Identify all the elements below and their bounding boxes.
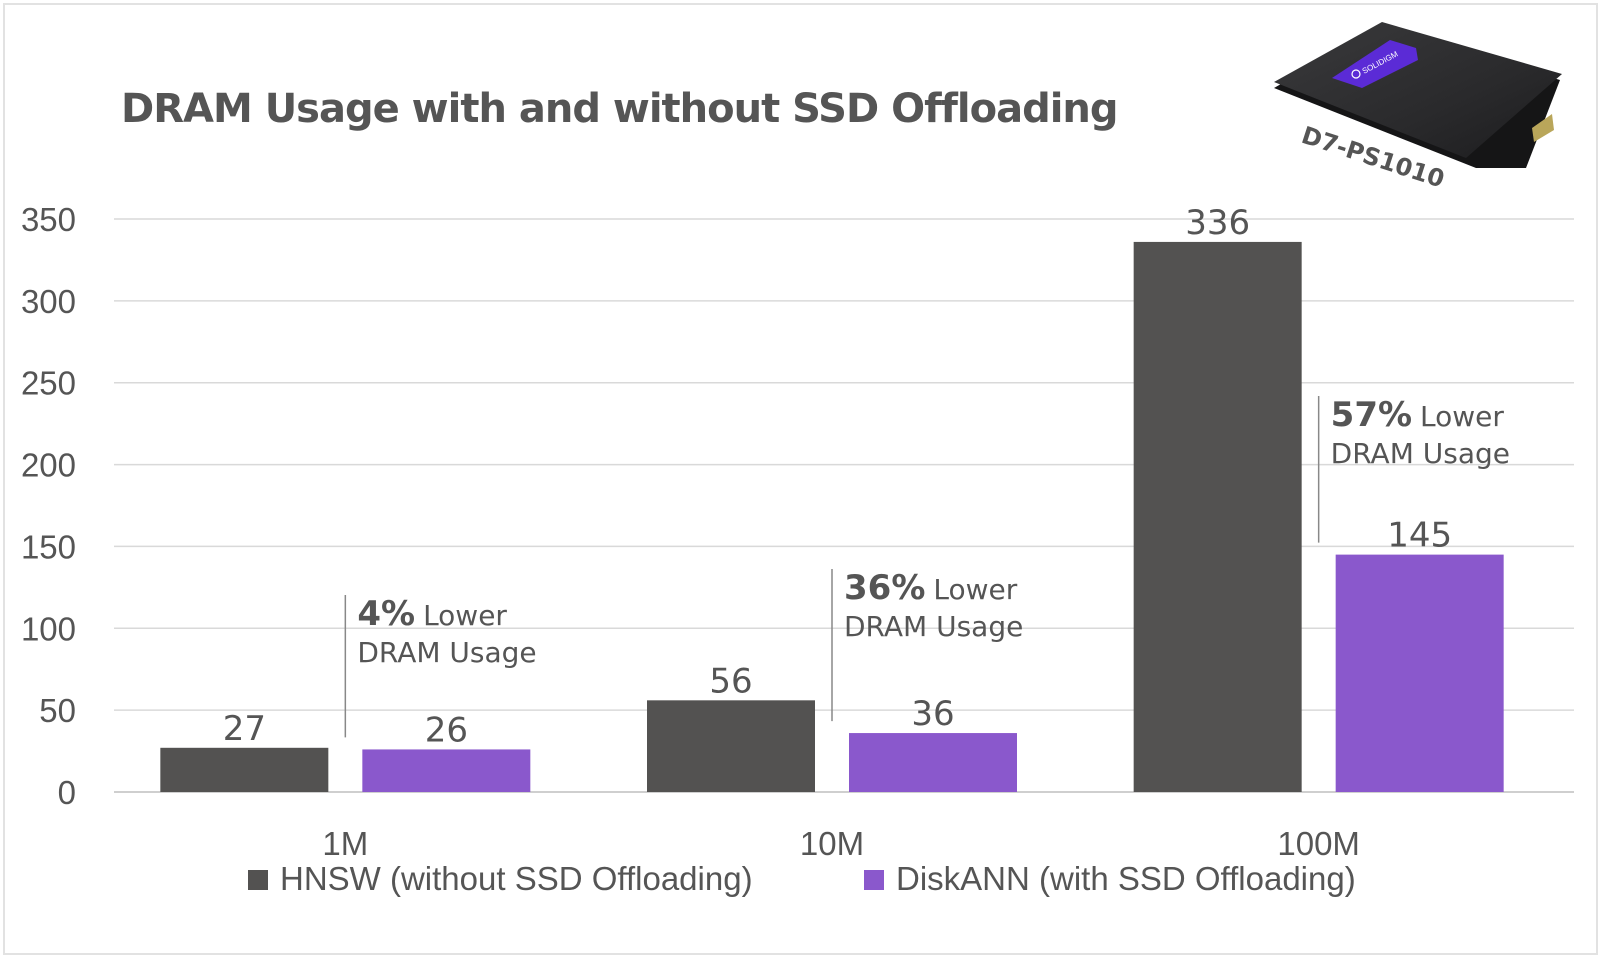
bar-hnsw-10M — [647, 700, 815, 792]
data-label: 336 — [1185, 203, 1250, 243]
bar-hnsw-100M — [1133, 241, 1302, 793]
y-tick-label: 250 — [21, 365, 76, 402]
x-tick-label: 1M — [322, 825, 368, 862]
y-tick-label: 0 — [58, 774, 76, 811]
bar-diskann-100M — [1335, 554, 1504, 792]
data-label: 56 — [709, 661, 752, 701]
legend-label-hnsw: HNSW (without SSD Offloading) — [280, 860, 753, 897]
annotation-lower: Lower — [933, 573, 1017, 606]
annotation-text-line2: DRAM Usage — [844, 610, 1023, 643]
ssd-body-top — [1274, 22, 1562, 158]
chart-frame — [3, 3, 1598, 955]
annotation-text-line1: 4% Lower — [357, 594, 507, 634]
annotation-text-line2: DRAM Usage — [1331, 437, 1510, 470]
annotation-lower: Lower — [423, 599, 507, 632]
bar-diskann-1M — [362, 749, 531, 792]
annotation-text-line1: 57% Lower — [1331, 395, 1505, 435]
bar-diskann-10M — [849, 733, 1017, 792]
annotation-percent: 57% — [1331, 395, 1412, 435]
ssd-connector — [1532, 114, 1554, 142]
annotation-percent: 4% — [357, 594, 415, 634]
y-tick-label: 300 — [21, 283, 76, 320]
ssd-product-image: SOLIDIGM D7-PS1010 — [1274, 22, 1562, 194]
data-label: 36 — [911, 694, 954, 734]
x-tick-label: 100M — [1277, 825, 1360, 862]
x-tick-label: 10M — [800, 825, 864, 862]
data-label: 145 — [1387, 516, 1452, 556]
bar-hnsw-1M — [160, 747, 329, 792]
ssd-brand-label — [1332, 40, 1418, 88]
data-label: 27 — [223, 709, 266, 749]
y-tick-label: 50 — [39, 692, 76, 729]
annotation-text-line2: DRAM Usage — [357, 636, 536, 669]
chart-title: DRAM Usage with and without SSD Offloadi… — [121, 86, 1119, 132]
annotation-text-line1: 36% Lower — [844, 568, 1018, 608]
legend-swatch-hnsw — [248, 870, 268, 890]
annotation-percent: 36% — [844, 568, 925, 608]
y-tick-label: 350 — [21, 201, 76, 238]
y-tick-label: 200 — [21, 447, 76, 484]
solidigm-logo-icon — [1351, 69, 1361, 79]
legend-swatch-diskann — [864, 870, 884, 890]
legend-label-diskann: DiskANN (with SSD Offloading) — [896, 860, 1356, 897]
y-tick-label: 150 — [21, 528, 76, 565]
data-label: 26 — [425, 710, 468, 750]
y-tick-label: 100 — [21, 610, 76, 647]
annotation-lower: Lower — [1420, 400, 1504, 433]
